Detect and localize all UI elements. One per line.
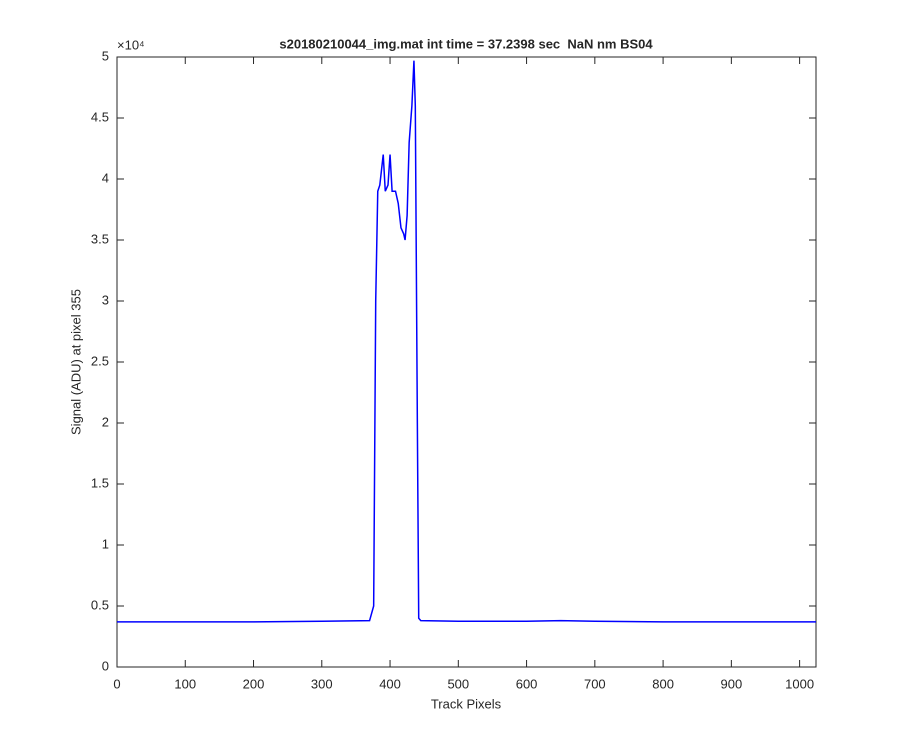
y-tick-label: 5	[102, 48, 109, 63]
y-multiplier: ×10⁴	[117, 37, 145, 52]
y-tick-label: 0.5	[91, 597, 109, 612]
x-tick-label: 600	[516, 676, 538, 691]
y-tick-label: 3.5	[91, 231, 109, 246]
x-tick-label: 1000	[785, 676, 814, 691]
x-tick-label: 0	[113, 676, 120, 691]
x-tick-label: 900	[721, 676, 743, 691]
y-tick-label: 2.5	[91, 353, 109, 368]
y-tick-label: 4.5	[91, 109, 109, 124]
chart-title: s20180210044_img.mat int time = 37.2398 …	[279, 36, 653, 51]
y-tick-label: 1	[102, 536, 109, 551]
y-tick-label: 4	[102, 170, 109, 185]
y-tick-label: 3	[102, 292, 109, 307]
x-tick-label: 400	[379, 676, 401, 691]
x-tick-label: 800	[652, 676, 674, 691]
x-axis-label: Track Pixels	[431, 696, 502, 711]
x-tick-label: 700	[584, 676, 606, 691]
x-tick-label: 500	[447, 676, 469, 691]
x-tick-label: 100	[174, 676, 196, 691]
y-tick-label: 1.5	[91, 475, 109, 490]
x-tick-label: 300	[311, 676, 333, 691]
x-tick-label: 200	[243, 676, 265, 691]
plot-box	[116, 56, 817, 668]
y-tick-label: 0	[102, 658, 109, 673]
y-axis-label: Signal (ADU) at pixel 355	[68, 289, 83, 435]
data-line	[117, 60, 816, 623]
y-tick-label: 2	[102, 414, 109, 429]
